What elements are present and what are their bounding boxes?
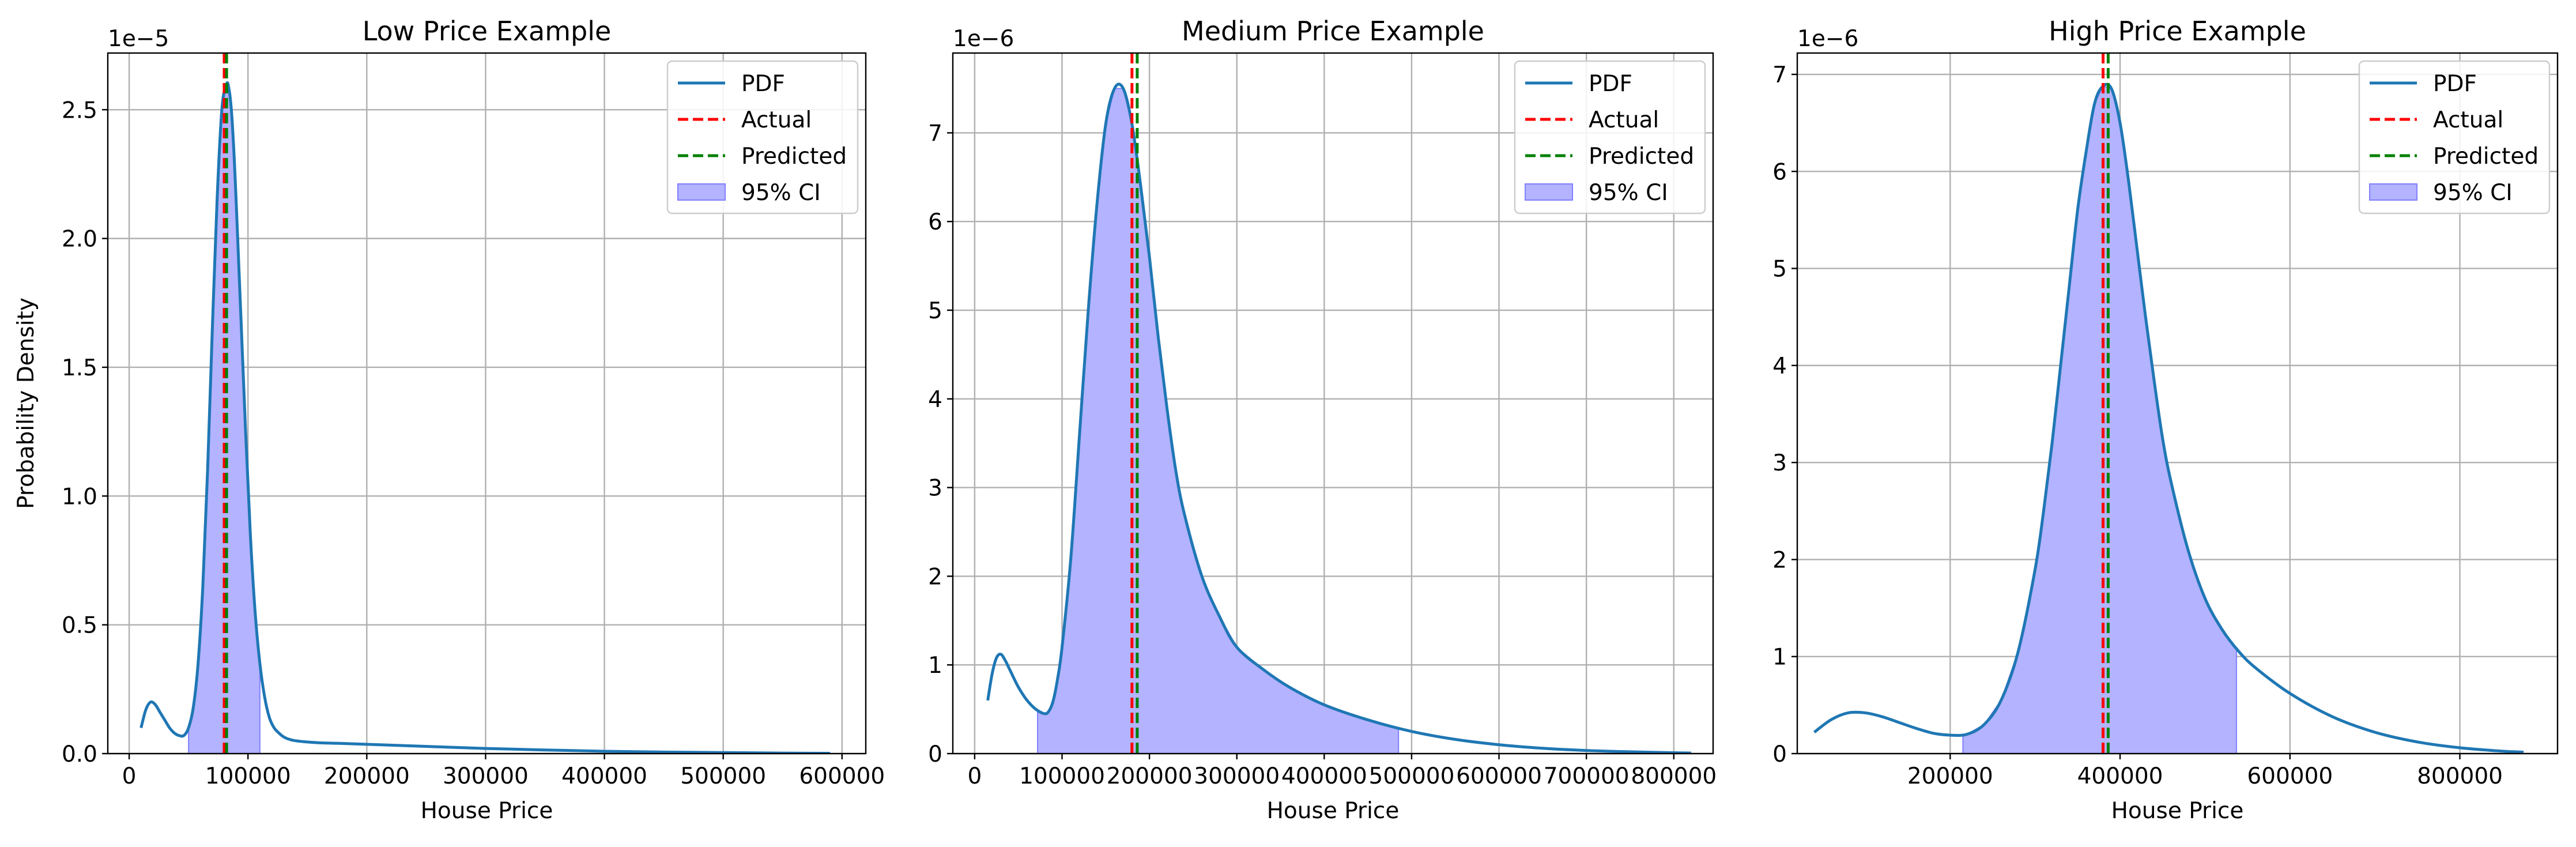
pdf-line	[1813, 82, 2524, 754]
y-tick-label: 2.0	[62, 227, 97, 253]
y-tick-label: 1	[928, 653, 942, 679]
legend-swatch-ci	[1525, 183, 1573, 201]
y-offset-text: 1e−6	[1797, 26, 1858, 52]
y-tick-label: 4	[928, 387, 942, 413]
legend-item-pdf: PDF	[741, 71, 785, 97]
y-tick-label: 0	[1772, 741, 1787, 767]
y-tick-label: 7	[1772, 62, 1787, 88]
legend-item-pdf: PDF	[2433, 71, 2477, 97]
legend-item-ci: 95% CI	[2433, 180, 2513, 206]
x-axis-label: House Price	[2111, 798, 2244, 824]
x-tick-label: 600000	[1456, 763, 1542, 789]
x-tick-label: 600000	[799, 763, 885, 789]
x-tick-label: 800000	[1631, 763, 1717, 789]
x-tick-label: 200000	[1107, 763, 1193, 789]
legend-swatch-ci	[677, 183, 726, 201]
x-tick-label: 100000	[205, 763, 291, 789]
legend-item-actual: Actual	[741, 107, 812, 133]
legend-item-ci: 95% CI	[1589, 180, 1668, 206]
legend-item-predicted: Predicted	[1589, 144, 1694, 170]
legend-box	[2358, 60, 2551, 214]
legend-item-actual: Actual	[2433, 107, 2503, 133]
x-tick-label: 500000	[1369, 763, 1455, 789]
y-axis-label: Probability Density	[13, 298, 39, 509]
y-tick-label: 0.0	[62, 741, 97, 767]
x-tick-label: 200000	[324, 763, 410, 789]
chart-panel-2: 0 100000 200000 300000 400000 500000 600000 700…	[928, 16, 1717, 824]
axes-frame	[952, 52, 1714, 755]
y-tick-label: 1	[1772, 645, 1787, 671]
y-tick-label: 1.5	[62, 355, 97, 381]
x-tick-label: 200000	[1907, 763, 1993, 789]
legend-item-ci: 95% CI	[741, 180, 821, 206]
legend-item-predicted: Predicted	[741, 144, 847, 170]
x-tick-label: 100000	[1019, 763, 1105, 789]
axes-frame	[1796, 52, 2559, 755]
x-tick-label: 400000	[561, 763, 647, 789]
legend-item-predicted: Predicted	[2433, 144, 2539, 170]
y-offset-text: 1e−5	[108, 26, 169, 52]
y-tick-label: 3	[1772, 450, 1787, 476]
x-tick-label: 300000	[443, 763, 529, 789]
x-tick-label: 500000	[680, 763, 766, 789]
chart-title: Medium Price Example	[1182, 16, 1484, 47]
y-tick-label: 5	[1772, 257, 1787, 283]
y-tick-label: 4	[1772, 353, 1787, 379]
x-tick-label: 0	[122, 763, 137, 789]
y-tick-label: 5	[928, 298, 942, 324]
y-offset-text: 1e−6	[953, 26, 1014, 52]
chart-title: Low Price Example	[363, 16, 612, 47]
axes-frame	[107, 52, 867, 755]
pdf-line	[986, 82, 1692, 754]
legend: PDF Actual Predicted 95% CI	[2358, 60, 2551, 214]
y-tick-label: 6	[1772, 159, 1787, 185]
legend-swatch-ci	[2369, 183, 2417, 201]
y-tick-label: 3	[928, 476, 942, 502]
x-tick-label: 800000	[2417, 763, 2503, 789]
y-tick-label: 2.5	[62, 97, 97, 123]
pdf-line	[139, 81, 831, 754]
y-tick-label: 7	[928, 121, 942, 146]
y-tick-label: 2	[1772, 547, 1787, 573]
legend-item-actual: Actual	[1589, 107, 1659, 133]
x-tick-label: 700000	[1544, 763, 1630, 789]
chart-panel-3: 200000 400000 600000 800000 0 1 2 3 4 5 6 7 1e−6 High…	[1772, 16, 2559, 824]
y-tick-label: 2	[928, 564, 942, 590]
x-axis-label: House Price	[421, 798, 553, 824]
x-tick-label: 400000	[1281, 763, 1367, 789]
chart-title: High Price Example	[2049, 16, 2306, 47]
legend: PDF Actual Predicted 95% CI	[1514, 60, 1706, 214]
y-tick-label: 6	[928, 209, 942, 235]
chart-panel-1: 0 100000 200000 300000 400000 500000 600000 0.0…	[13, 16, 885, 824]
ci-band	[1037, 88, 1400, 754]
x-tick-label: 600000	[2247, 763, 2333, 789]
legend-item-pdf: PDF	[1589, 71, 1632, 97]
y-tick-label: 1.0	[62, 484, 97, 510]
x-tick-label: 0	[967, 763, 982, 789]
x-tick-label: 400000	[2077, 763, 2163, 789]
y-tick-label: 0	[928, 741, 942, 767]
ci-band	[1962, 85, 2237, 754]
x-axis-label: House Price	[1267, 798, 1400, 824]
legend-box	[1514, 60, 1706, 214]
legend-box	[666, 60, 859, 214]
y-tick-label: 0.5	[62, 613, 97, 639]
x-tick-label: 300000	[1194, 763, 1280, 789]
legend: PDF Actual Predicted 95% CI	[666, 60, 859, 214]
